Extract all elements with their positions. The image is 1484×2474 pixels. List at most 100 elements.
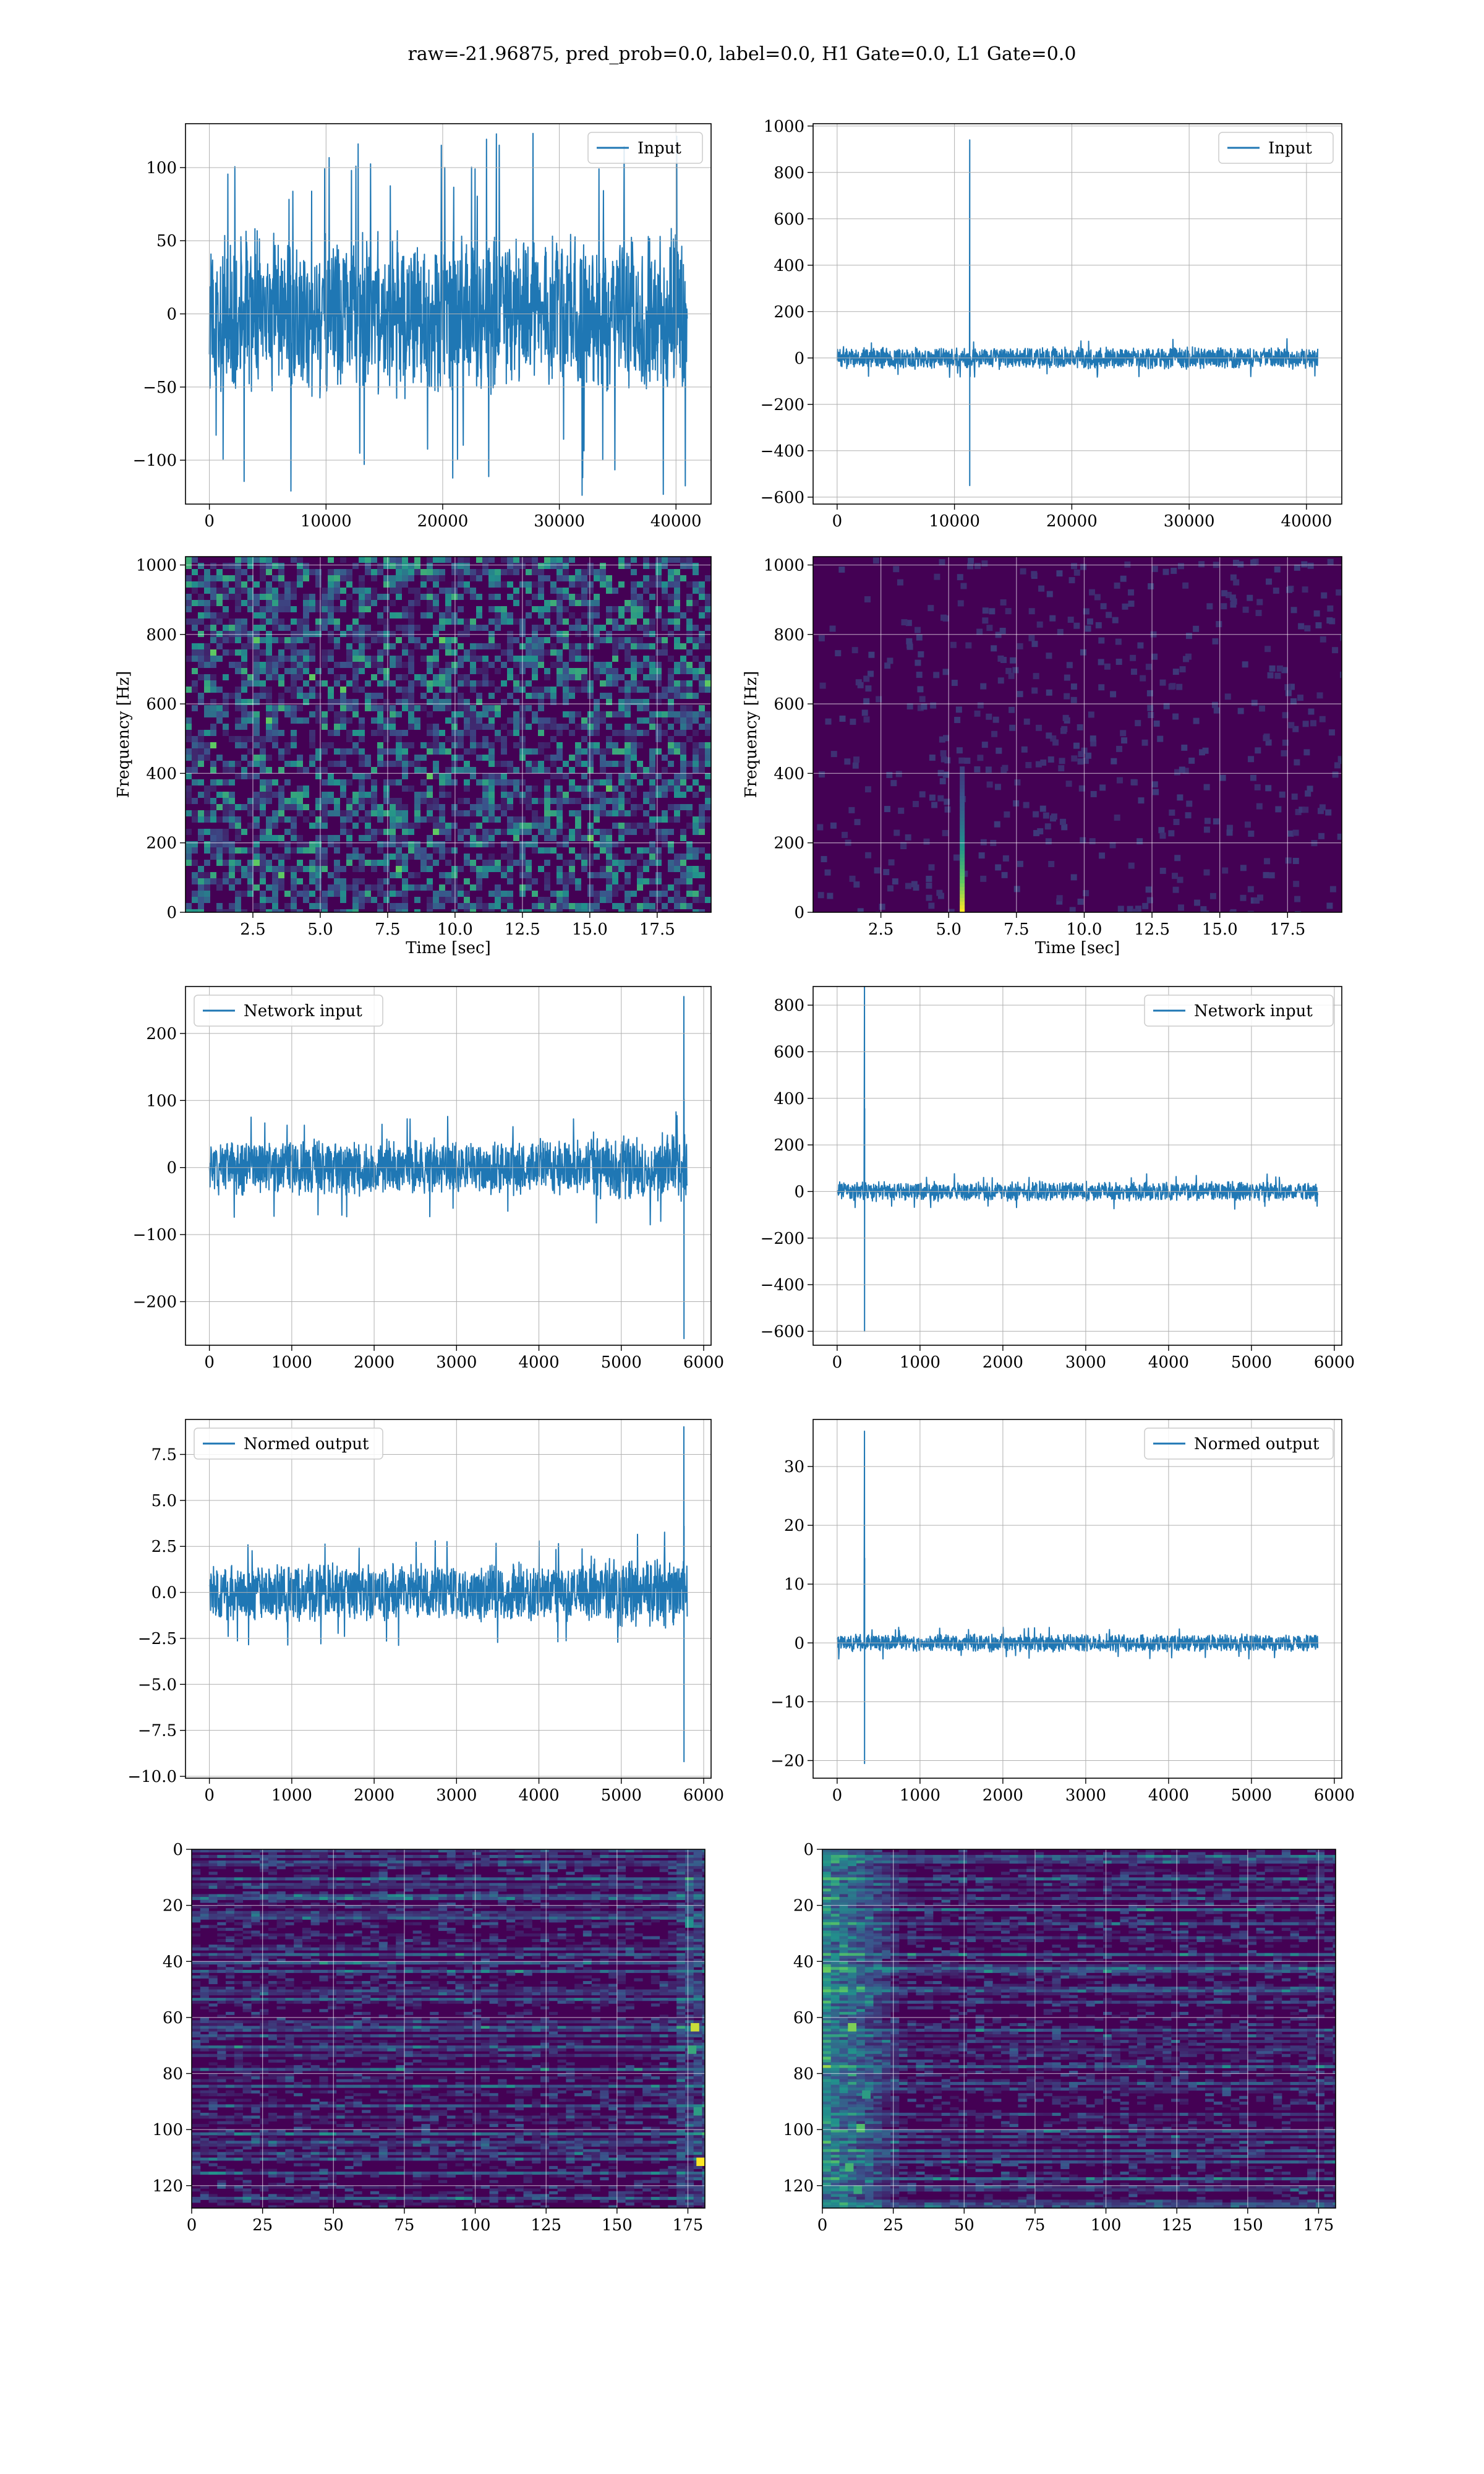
heatmap-cell xyxy=(251,1911,260,1914)
heatmap-cell xyxy=(186,860,192,866)
heatmap-cell xyxy=(297,649,303,656)
heatmap-cell xyxy=(1008,672,1015,679)
heatmap-cell xyxy=(278,693,284,699)
heatmap-cell xyxy=(575,594,581,600)
heatmap-cell xyxy=(266,724,272,730)
heatmap-cell xyxy=(210,680,216,687)
heatmap-cell xyxy=(260,637,266,643)
heatmap-cell xyxy=(587,785,594,792)
heatmap-cell xyxy=(420,779,427,785)
heatmap-cell xyxy=(569,779,575,785)
heatmap-cell xyxy=(680,835,686,841)
heatmap-cell xyxy=(315,618,322,625)
heatmap-cell xyxy=(370,1922,380,1925)
heatmap-cell xyxy=(294,1914,303,1917)
heatmap-cell xyxy=(506,1897,516,1901)
heatmap-cell xyxy=(223,699,229,705)
heatmap-cell xyxy=(495,866,501,872)
heatmap-cell xyxy=(488,891,495,897)
series-line xyxy=(836,1431,1319,1765)
heatmap-cell xyxy=(556,594,563,600)
heatmap-cell xyxy=(383,631,390,637)
heatmap-cell xyxy=(439,779,445,785)
heatmap-cell xyxy=(643,897,649,903)
heatmap-cell xyxy=(526,662,532,668)
heatmap-cell xyxy=(1122,603,1128,610)
heatmap-cell xyxy=(198,736,204,742)
heatmap-cell xyxy=(291,643,297,649)
heatmap-cell xyxy=(702,1868,705,1872)
heatmap-cell xyxy=(650,1894,660,1898)
heatmap-cell xyxy=(260,1857,269,1861)
heatmap-cell xyxy=(352,742,359,748)
heatmap-cell xyxy=(944,757,951,764)
heatmap-cell xyxy=(1179,666,1186,673)
heatmap-cell xyxy=(396,637,402,643)
heatmap-cell xyxy=(606,662,612,668)
heatmap-cell xyxy=(1023,718,1030,725)
heatmap-cell xyxy=(514,1916,524,1920)
heatmap-cell xyxy=(1288,722,1295,729)
heatmap-cell xyxy=(575,903,581,909)
heatmap-cell xyxy=(550,625,556,631)
heatmap-cell xyxy=(506,1911,516,1914)
heatmap-cell xyxy=(340,606,346,612)
heatmap-cell xyxy=(353,1883,362,1886)
heatmap-cell xyxy=(1047,756,1054,763)
heatmap-cell xyxy=(476,606,482,612)
heatmap-cell xyxy=(1050,735,1057,742)
heatmap-cell xyxy=(344,1883,354,1886)
heatmap-cell xyxy=(433,662,439,668)
glitch-mark xyxy=(960,836,965,840)
heatmap-cell xyxy=(309,903,315,909)
heatmap-cell xyxy=(523,1849,532,1853)
heatmap-cell xyxy=(864,786,871,793)
heatmap-cell xyxy=(247,588,254,594)
heatmap-cell xyxy=(309,810,315,816)
heatmap-cell xyxy=(446,1877,456,1881)
heatmap-cell xyxy=(470,767,476,773)
heatmap-cell xyxy=(235,903,241,909)
heatmap-cell xyxy=(501,662,507,668)
heatmap-cell xyxy=(383,705,390,711)
heatmap-cell xyxy=(229,909,235,912)
heatmap-cell xyxy=(260,594,266,600)
heatmap-cell xyxy=(625,829,631,835)
heatmap-cell xyxy=(451,637,458,643)
heatmap-cell xyxy=(582,1933,592,1937)
heatmap-cell xyxy=(921,703,927,710)
heatmap-cell xyxy=(254,823,260,829)
heatmap-cell xyxy=(676,1866,686,1870)
heatmap-cell xyxy=(526,656,532,662)
heatmap-cell xyxy=(498,1863,507,1867)
heatmap-cell xyxy=(284,761,291,767)
heatmap-cell xyxy=(396,909,402,912)
heatmap-cell xyxy=(268,1899,278,1903)
heatmap-cell xyxy=(247,631,254,637)
heatmap-cell xyxy=(1259,705,1266,712)
heatmap-cell xyxy=(217,1927,226,1931)
heatmap-cell xyxy=(606,612,612,618)
heatmap-cell xyxy=(625,1914,634,1917)
heatmap-cell xyxy=(234,1927,244,1931)
heatmap-cell xyxy=(523,1919,532,1923)
heatmap-cell xyxy=(1033,811,1039,818)
heatmap-cell xyxy=(309,823,315,829)
heatmap-cell xyxy=(226,1883,235,1886)
heatmap-cell xyxy=(556,798,563,804)
heatmap-cell xyxy=(328,1880,337,1883)
heatmap-cell xyxy=(247,600,254,606)
heatmap-cell xyxy=(699,761,705,767)
heatmap-cell xyxy=(247,804,254,810)
heatmap-cell xyxy=(643,798,649,804)
heatmap-cell xyxy=(334,625,340,631)
heatmap-cell xyxy=(464,1863,473,1867)
heatmap-cell xyxy=(229,594,235,600)
heatmap-cell xyxy=(1031,641,1038,648)
heatmap-cell xyxy=(291,823,297,829)
heatmap-cell xyxy=(438,1919,448,1923)
heatmap-cell xyxy=(192,643,198,649)
heatmap-cell xyxy=(634,1897,643,1901)
heatmap-cell xyxy=(365,860,371,866)
